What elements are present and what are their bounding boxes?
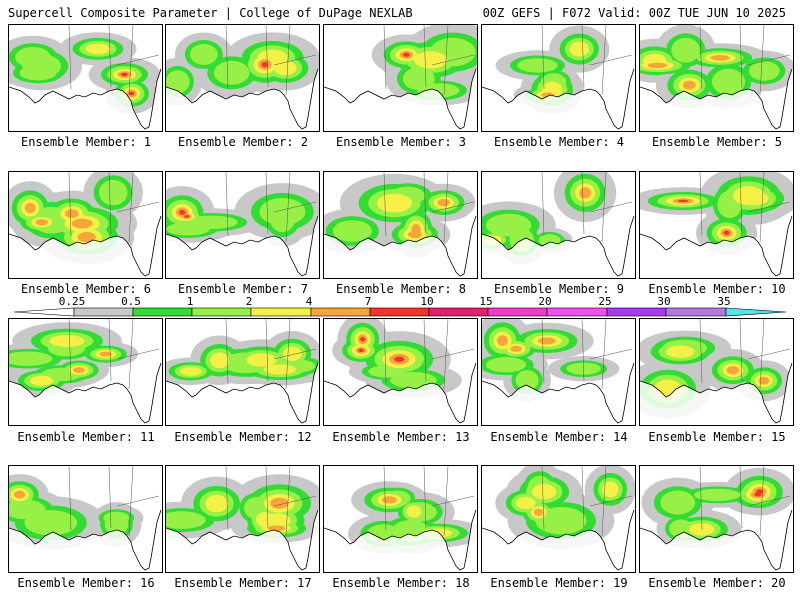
ensemble-member-label: Ensemble Member: 8	[335, 282, 467, 296]
ensemble-member-label: Ensemble Member: 1	[20, 135, 152, 149]
ensemble-member-map	[8, 318, 163, 426]
ensemble-member-map	[481, 24, 636, 132]
colorbar-tick-label: 1	[186, 295, 194, 308]
model-valid-time: 00Z GEFS | F072 Valid: 00Z TUE JUN 10 20…	[482, 6, 786, 20]
colorbar-segment	[428, 307, 489, 317]
scp-field-map	[640, 466, 793, 572]
colorbar-tick-label: 10	[420, 295, 434, 308]
colorbar-segment	[250, 307, 312, 317]
ensemble-member-label: Ensemble Member: 14	[490, 430, 628, 444]
ensemble-member-map	[323, 171, 478, 279]
colorbar-high-arrow	[725, 307, 787, 317]
scp-field-map	[640, 25, 793, 131]
ensemble-member-map	[165, 465, 320, 573]
scp-field-map	[9, 25, 162, 131]
scp-field-map	[324, 25, 477, 131]
colorbar-tick-label: 35	[717, 295, 731, 308]
ensemble-member-label: Ensemble Member: 6	[20, 282, 152, 296]
ensemble-member-label: Ensemble Member: 11	[17, 430, 155, 444]
scp-field-map	[9, 466, 162, 572]
ensemble-member-map	[165, 318, 320, 426]
ensemble-member-label: Ensemble Member: 13	[332, 430, 470, 444]
ensemble-member-map	[481, 171, 636, 279]
colorbar-segment	[73, 307, 134, 317]
scp-field-map	[640, 172, 793, 278]
ensemble-member-label: Ensemble Member: 10	[648, 282, 786, 296]
scp-field-map	[166, 25, 319, 131]
ensemble-member-map	[639, 318, 794, 426]
ensemble-member-map	[165, 24, 320, 132]
ensemble-member-label: Ensemble Member: 5	[651, 135, 783, 149]
ensemble-member-label: Ensemble Member: 19	[490, 576, 628, 590]
scp-field-map	[640, 319, 793, 425]
ensemble-member-label: Ensemble Member: 15	[648, 430, 786, 444]
colorbar-tick-label: 30	[657, 295, 671, 308]
colorbar-tick-label: 7	[364, 295, 372, 308]
colorbar-segment	[310, 307, 371, 317]
ensemble-member-label: Ensemble Member: 4	[493, 135, 625, 149]
ensemble-member-map	[323, 465, 478, 573]
colorbar-segment	[546, 307, 608, 317]
scp-field-map	[324, 172, 477, 278]
colorbar-segment	[606, 307, 667, 317]
colorbar-segment	[369, 307, 430, 317]
colorbar-segment	[132, 307, 193, 317]
ensemble-member-map	[481, 465, 636, 573]
scp-field-map	[324, 319, 477, 425]
ensemble-member-map	[639, 465, 794, 573]
ensemble-member-label: Ensemble Member: 20	[648, 576, 786, 590]
scp-field-map	[482, 466, 635, 572]
ensemble-member-map	[323, 24, 478, 132]
ensemble-member-map	[639, 24, 794, 132]
ensemble-member-map	[639, 171, 794, 279]
scp-field-map	[166, 319, 319, 425]
ensemble-member-label: Ensemble Member: 9	[493, 282, 625, 296]
colorbar-segment	[191, 307, 252, 317]
scp-field-map	[9, 172, 162, 278]
colorbar-tick-label: 25	[598, 295, 612, 308]
colorbar-low-arrow	[13, 307, 75, 317]
colorbar-tick-label: 20	[538, 295, 552, 308]
ensemble-member-label: Ensemble Member: 18	[332, 576, 470, 590]
colorbar-tick-label: 15	[479, 295, 493, 308]
scp-field-map	[324, 466, 477, 572]
ensemble-member-map	[165, 171, 320, 279]
ensemble-member-label: Ensemble Member: 3	[335, 135, 467, 149]
colorbar-segment	[487, 307, 548, 317]
colorbar-tick-label: 0.25	[58, 295, 86, 308]
colorbar-tick-label: 0.5	[121, 295, 141, 308]
ensemble-member-map	[323, 318, 478, 426]
scp-field-map	[166, 466, 319, 572]
colorbar-tick-label: 2	[245, 295, 253, 308]
ensemble-member-label: Ensemble Member: 2	[177, 135, 309, 149]
scp-field-map	[9, 319, 162, 425]
colorbar-tick-label: 4	[305, 295, 313, 308]
ensemble-member-label: Ensemble Member: 7	[177, 282, 309, 296]
ensemble-member-label: Ensemble Member: 16	[17, 576, 155, 590]
scp-field-map	[482, 319, 635, 425]
scp-field-map	[482, 172, 635, 278]
ensemble-member-map	[8, 24, 163, 132]
ensemble-member-label: Ensemble Member: 17	[174, 576, 312, 590]
ensemble-member-label: Ensemble Member: 12	[174, 430, 312, 444]
ensemble-member-map	[481, 318, 636, 426]
scp-field-map	[482, 25, 635, 131]
ensemble-member-map	[8, 465, 163, 573]
colorbar-segment	[665, 307, 727, 317]
scp-field-map	[166, 172, 319, 278]
ensemble-member-map	[8, 171, 163, 279]
page-title: Supercell Composite Parameter | College …	[8, 6, 413, 20]
